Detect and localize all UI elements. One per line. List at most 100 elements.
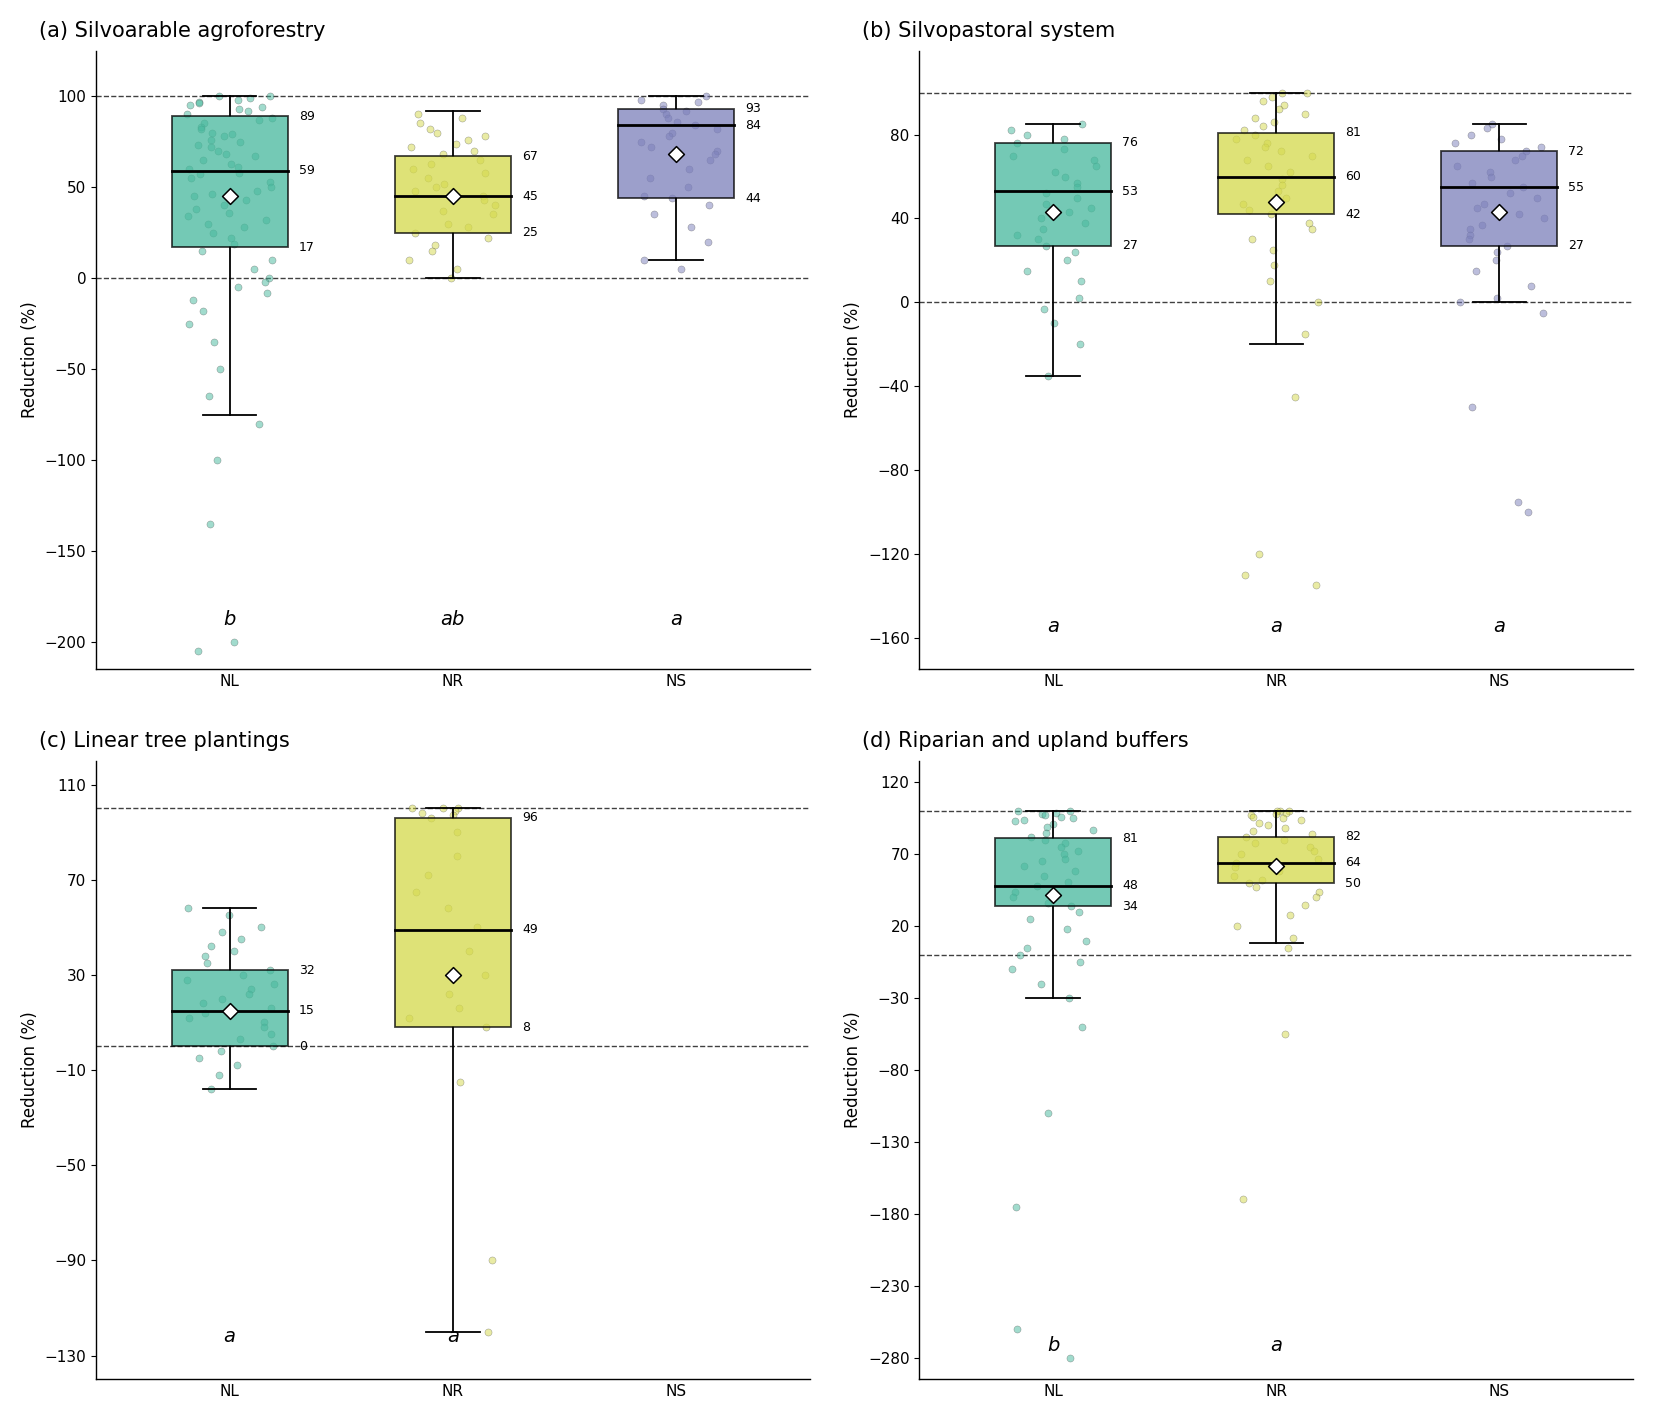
Point [463,916,490,939]
Point [1027,973,1054,995]
Point [1011,808,1037,831]
Point [227,131,253,153]
Bar [996,143,1111,246]
Point [1457,124,1484,146]
Point [1474,116,1500,139]
Point [1014,260,1040,283]
Point [1300,841,1327,863]
Point [1462,260,1489,283]
Text: 60: 60 [1345,170,1361,183]
Point [218,227,245,250]
Point [1272,816,1298,839]
Point [218,152,245,175]
Point [207,358,233,381]
Point [1264,190,1290,213]
Point [473,162,500,185]
Point [198,129,225,152]
Bar [619,109,734,199]
Point [1067,951,1093,974]
Text: 50: 50 [1345,876,1361,889]
Text: 67: 67 [523,149,538,163]
Point [1221,856,1247,879]
Point [194,951,220,974]
Point [200,222,227,244]
Point [1057,799,1083,822]
Point [1040,812,1067,835]
Point [225,156,251,179]
Point [256,170,283,193]
Y-axis label: Reduction (%): Reduction (%) [22,301,40,419]
Point [1032,182,1059,204]
Point [417,152,443,175]
Point [1054,917,1080,940]
Point [475,1321,501,1343]
Point [1297,836,1323,859]
Point [1050,843,1077,866]
Point [1236,199,1262,222]
Text: a: a [1047,616,1059,636]
Point [1014,124,1040,146]
Point [258,997,284,1020]
Point [1505,203,1532,226]
Point [1057,1346,1083,1369]
Point [1042,160,1068,183]
Point [175,312,202,335]
Point [405,104,432,126]
Point [1270,94,1297,116]
Point [1267,98,1293,121]
Point [1269,141,1295,163]
Point [397,136,423,159]
Point [1260,111,1287,133]
Point [423,121,450,143]
Point [1293,81,1320,104]
Point [1064,176,1090,199]
Point [1502,149,1528,172]
Bar [395,818,511,1027]
Point [1237,804,1264,826]
Text: ab: ab [440,611,465,629]
Point [228,927,255,950]
Point [1242,876,1269,899]
Point [220,630,246,653]
Text: 82: 82 [1345,831,1361,843]
Point [1269,168,1295,190]
Point [1065,287,1092,310]
Point [233,189,260,212]
Text: 42: 42 [1345,207,1361,220]
Point [1469,213,1495,236]
Point [195,212,222,234]
Point [471,189,498,212]
Point [190,993,217,1015]
Point [241,145,268,168]
Point [184,133,210,156]
Bar [395,156,511,233]
Point [1262,802,1288,825]
Text: 49: 49 [523,923,538,936]
Point [1029,851,1055,873]
Point [1002,880,1029,903]
Point [1298,145,1325,168]
Point [442,799,468,822]
Point [177,94,203,116]
Point [1078,196,1105,219]
Point [480,203,506,226]
Point [237,87,263,109]
Point [685,91,711,114]
Point [1505,490,1532,513]
Point [251,1015,278,1038]
Point [1011,855,1037,878]
Point [198,136,225,159]
Point [481,195,508,217]
Point [1250,89,1277,112]
Point [260,1035,286,1058]
Point [409,802,435,825]
Point [175,158,202,180]
Point [1295,212,1322,234]
Point [1065,900,1092,923]
Point [1277,903,1303,926]
Point [1067,332,1093,355]
Point [1032,804,1059,826]
Point [1052,165,1078,187]
Point [182,197,208,220]
Text: 96: 96 [523,811,538,825]
